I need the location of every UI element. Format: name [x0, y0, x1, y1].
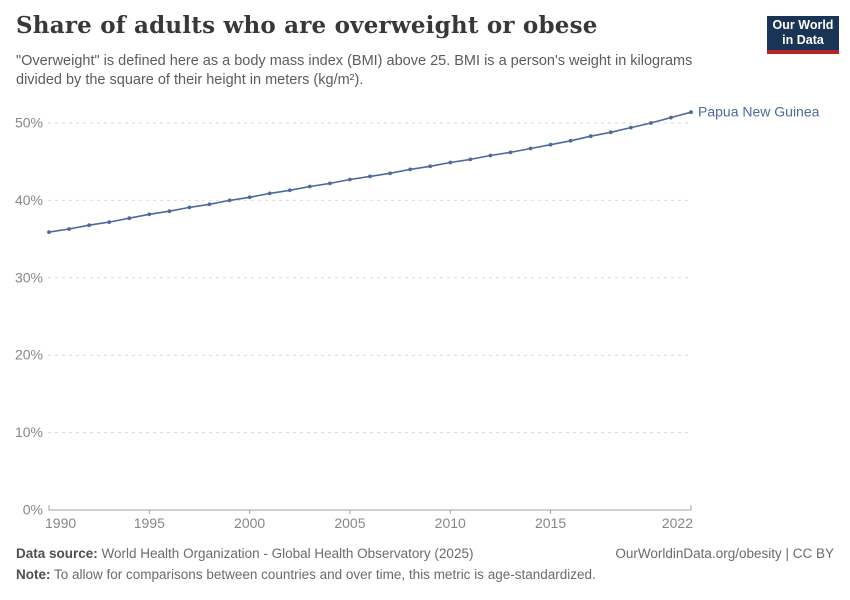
entity-label: Papua New Guinea [698, 104, 820, 120]
x-axis-tick-label: 2010 [435, 515, 466, 531]
data-point [388, 171, 392, 176]
x-axis-tick-label: 2022 [662, 515, 693, 531]
y-axis-tick-label: 30% [15, 269, 43, 285]
data-point [107, 220, 112, 225]
x-axis-tick-label: 1990 [45, 515, 76, 531]
data-point [67, 227, 71, 231]
data-point [568, 138, 573, 143]
data-point [548, 142, 553, 147]
data-point [247, 195, 252, 200]
data-point [87, 223, 91, 228]
x-axis-tick-label: 1995 [134, 515, 165, 531]
data-point [187, 205, 192, 210]
x-axis-tick-label: 2015 [535, 515, 566, 531]
data-point [468, 157, 473, 162]
data-point [328, 181, 332, 186]
data-point [689, 110, 693, 115]
footer: Data source: World Health Organization -… [16, 546, 834, 561]
data-point [348, 177, 352, 182]
data-point [448, 160, 453, 165]
data-point [147, 212, 152, 217]
series-line [48, 111, 692, 233]
data-source-text: World Health Organization - Global Healt… [97, 546, 474, 561]
data-point [669, 115, 673, 120]
owid-logo-line1: Our World [772, 18, 834, 32]
y-axis-tick-label: 10% [15, 424, 43, 440]
data-point [528, 146, 533, 151]
data-point [428, 164, 433, 169]
data-source: Data source: World Health Organization -… [16, 546, 473, 561]
data-point [307, 184, 312, 189]
owid-logo[interactable]: Our World in Data [767, 16, 839, 54]
data-point [368, 174, 372, 179]
data-point [408, 167, 412, 172]
data-point [649, 121, 653, 125]
data-point [227, 198, 232, 203]
y-axis-tick-label: 20% [15, 347, 43, 363]
x-axis-tick-label: 2005 [334, 515, 365, 531]
data-point [488, 153, 493, 158]
data-point [287, 188, 292, 193]
data-point [207, 202, 212, 207]
owid-logo-line2: in Data [782, 33, 824, 47]
chart-subtitle: "Overweight" is defined here as a body m… [16, 53, 693, 89]
note-text: To allow for comparisons between countri… [50, 567, 596, 582]
y-axis-tick-label: 0% [23, 502, 43, 518]
x-axis-tick-label: 2000 [234, 515, 265, 531]
license-link[interactable]: OurWorldinData.org/obesity | CC BY [615, 546, 834, 561]
footer-note: Note: To allow for comparisons between c… [16, 567, 596, 582]
page-title: Share of adults who are overweight or ob… [16, 12, 598, 39]
data-point [47, 230, 51, 235]
data-point [588, 134, 593, 139]
x-axis-line [48, 505, 692, 511]
y-axis-tick-label: 50% [15, 115, 43, 131]
data-point [127, 216, 132, 221]
data-point [628, 125, 633, 130]
data-point [508, 150, 513, 155]
data-point [167, 209, 172, 214]
note-label: Note: [16, 567, 51, 582]
data-point [608, 130, 613, 135]
data-source-label: Data source: [16, 546, 98, 561]
y-axis-tick-label: 40% [15, 192, 43, 208]
data-point [267, 191, 272, 196]
